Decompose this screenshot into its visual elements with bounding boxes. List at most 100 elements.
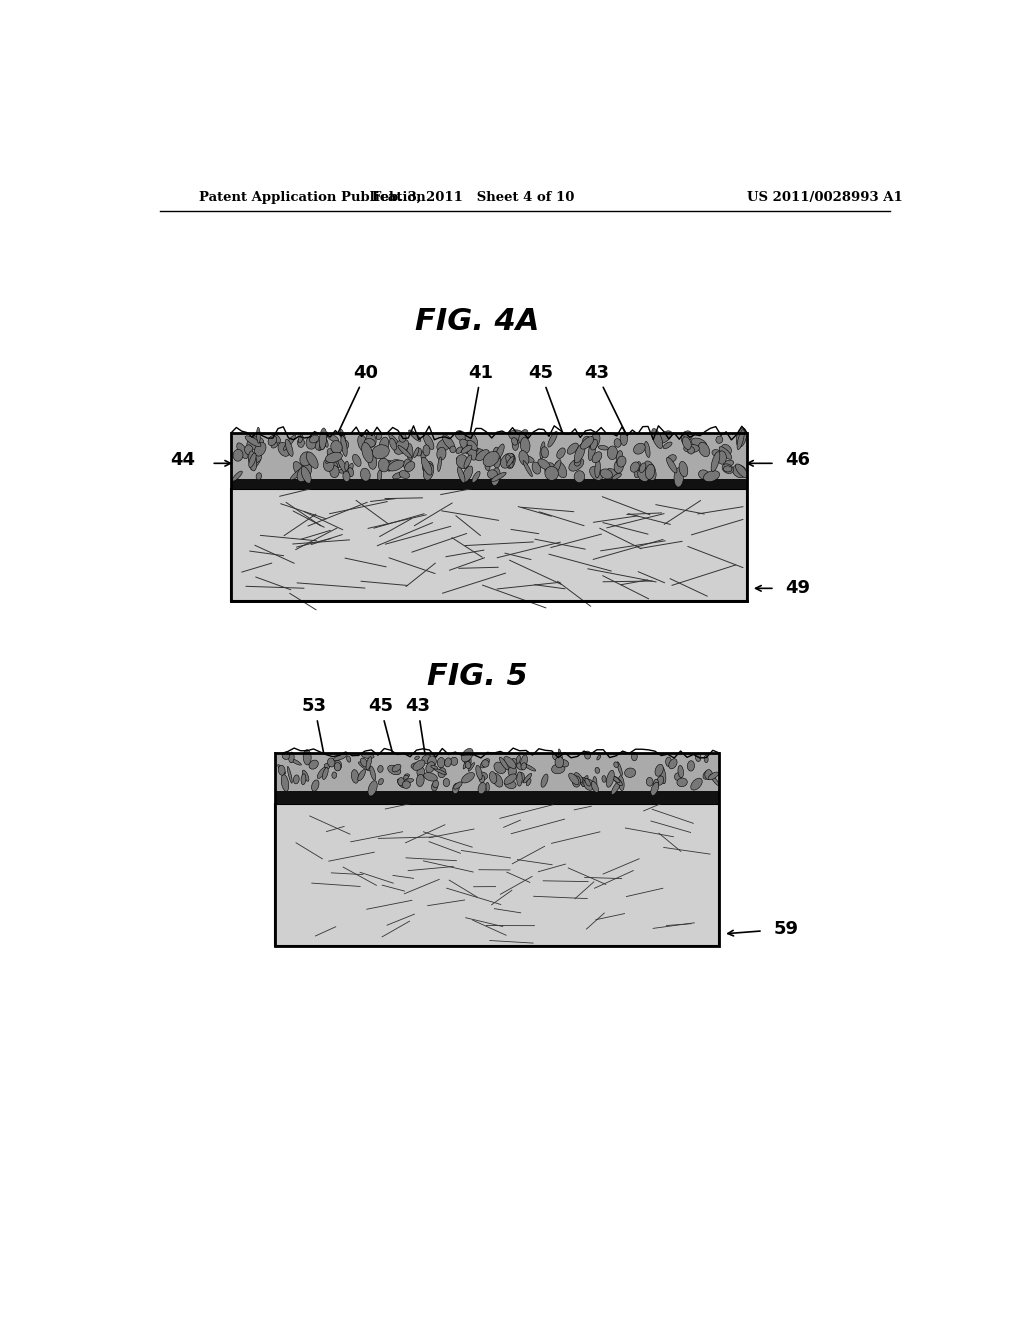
Ellipse shape — [517, 772, 524, 783]
Ellipse shape — [668, 454, 676, 462]
Ellipse shape — [370, 766, 376, 780]
Ellipse shape — [289, 752, 294, 763]
Ellipse shape — [465, 447, 478, 454]
Ellipse shape — [722, 463, 733, 474]
Ellipse shape — [345, 461, 348, 471]
Ellipse shape — [568, 458, 584, 471]
Ellipse shape — [311, 780, 319, 791]
Ellipse shape — [458, 467, 465, 483]
Ellipse shape — [278, 442, 290, 457]
Ellipse shape — [589, 433, 600, 449]
Ellipse shape — [669, 759, 677, 768]
Ellipse shape — [467, 441, 477, 450]
Ellipse shape — [511, 759, 517, 764]
Ellipse shape — [653, 433, 662, 444]
Bar — [274, 791, 719, 804]
Ellipse shape — [421, 450, 427, 459]
Ellipse shape — [378, 766, 383, 772]
Ellipse shape — [695, 752, 700, 762]
Ellipse shape — [660, 767, 666, 784]
Ellipse shape — [675, 772, 682, 780]
Ellipse shape — [424, 772, 437, 781]
Ellipse shape — [639, 463, 646, 473]
Ellipse shape — [423, 461, 433, 473]
Ellipse shape — [407, 444, 413, 461]
Ellipse shape — [300, 451, 312, 466]
Ellipse shape — [387, 459, 401, 469]
Ellipse shape — [330, 466, 339, 478]
Ellipse shape — [613, 762, 618, 767]
Ellipse shape — [249, 453, 256, 467]
Ellipse shape — [437, 758, 444, 768]
Ellipse shape — [520, 454, 535, 462]
Ellipse shape — [467, 442, 477, 461]
Ellipse shape — [378, 779, 383, 785]
Ellipse shape — [247, 437, 264, 450]
Ellipse shape — [735, 463, 748, 478]
Ellipse shape — [342, 441, 348, 449]
Ellipse shape — [368, 454, 377, 470]
Ellipse shape — [568, 774, 579, 784]
Ellipse shape — [249, 453, 262, 463]
Ellipse shape — [268, 436, 276, 446]
Ellipse shape — [709, 772, 719, 780]
Ellipse shape — [451, 758, 458, 766]
Ellipse shape — [404, 774, 410, 777]
Ellipse shape — [255, 442, 266, 457]
Ellipse shape — [607, 446, 617, 459]
Ellipse shape — [523, 763, 536, 771]
Ellipse shape — [476, 766, 482, 780]
Ellipse shape — [389, 438, 396, 450]
Text: 43: 43 — [406, 697, 430, 755]
Ellipse shape — [404, 779, 414, 783]
Ellipse shape — [674, 467, 684, 487]
Ellipse shape — [705, 755, 709, 763]
Text: 41: 41 — [469, 364, 494, 436]
Ellipse shape — [433, 780, 438, 788]
Ellipse shape — [416, 447, 422, 455]
Ellipse shape — [711, 775, 719, 785]
Ellipse shape — [617, 762, 623, 775]
Ellipse shape — [476, 450, 489, 461]
Bar — [274, 804, 719, 946]
Ellipse shape — [286, 440, 293, 457]
Ellipse shape — [403, 459, 411, 469]
Ellipse shape — [591, 781, 598, 792]
Ellipse shape — [679, 462, 688, 477]
Ellipse shape — [582, 776, 588, 787]
Ellipse shape — [327, 434, 339, 442]
Ellipse shape — [288, 767, 292, 783]
Ellipse shape — [574, 457, 581, 466]
Ellipse shape — [414, 447, 419, 458]
Ellipse shape — [398, 445, 412, 458]
Ellipse shape — [431, 766, 438, 770]
Ellipse shape — [297, 463, 311, 482]
Ellipse shape — [379, 437, 389, 453]
Ellipse shape — [521, 763, 526, 770]
Ellipse shape — [249, 451, 257, 471]
Ellipse shape — [508, 766, 516, 776]
Ellipse shape — [454, 781, 462, 789]
Ellipse shape — [301, 466, 311, 483]
Ellipse shape — [398, 777, 404, 785]
Ellipse shape — [411, 763, 418, 768]
Ellipse shape — [723, 466, 732, 473]
Ellipse shape — [340, 429, 346, 447]
Ellipse shape — [460, 440, 472, 451]
Ellipse shape — [479, 775, 484, 783]
Ellipse shape — [540, 442, 545, 459]
Text: 46: 46 — [785, 451, 810, 470]
Text: 53: 53 — [302, 697, 327, 756]
Ellipse shape — [278, 764, 286, 774]
Ellipse shape — [718, 451, 726, 465]
Ellipse shape — [386, 461, 392, 471]
Ellipse shape — [347, 463, 353, 475]
Ellipse shape — [237, 442, 248, 458]
Ellipse shape — [504, 774, 516, 784]
Ellipse shape — [504, 756, 516, 768]
Ellipse shape — [480, 759, 489, 768]
Ellipse shape — [666, 758, 672, 767]
Ellipse shape — [519, 429, 528, 444]
Ellipse shape — [256, 473, 261, 479]
Ellipse shape — [493, 774, 503, 787]
